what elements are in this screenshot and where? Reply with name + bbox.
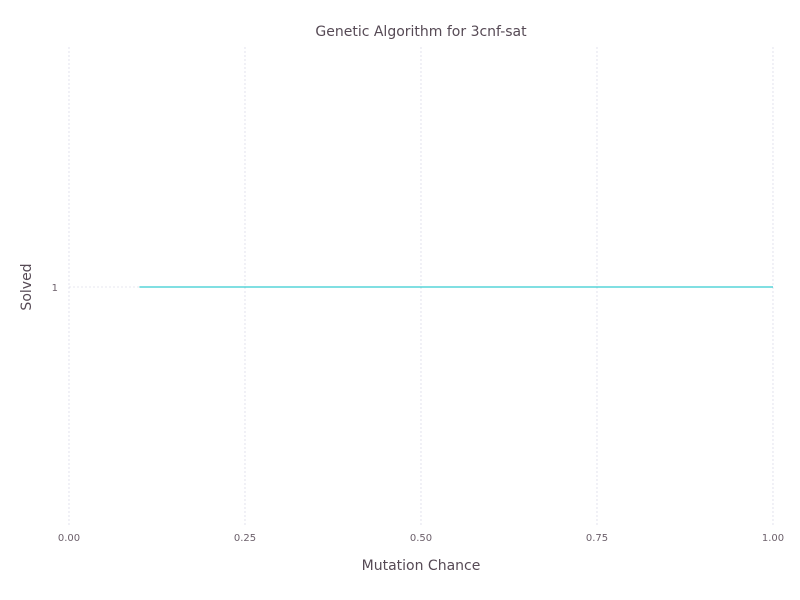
x-tick-label: 0.00	[58, 533, 80, 544]
x-tick-label: 0.25	[234, 533, 256, 544]
x-tick-label: 0.75	[586, 533, 608, 544]
x-tick-label: 1.00	[762, 533, 784, 544]
y-axis-label: Solved	[19, 263, 35, 310]
x-tick-labels: 0.00 0.25 0.50 0.75 1.00	[58, 533, 784, 544]
y-tick-label: 1	[52, 283, 58, 294]
chart-title: Genetic Algorithm for 3cnf-sat	[315, 24, 527, 40]
x-axis-label: Mutation Chance	[362, 558, 481, 574]
x-tick-label: 0.50	[410, 533, 432, 544]
y-tick-labels: 1	[52, 283, 58, 294]
